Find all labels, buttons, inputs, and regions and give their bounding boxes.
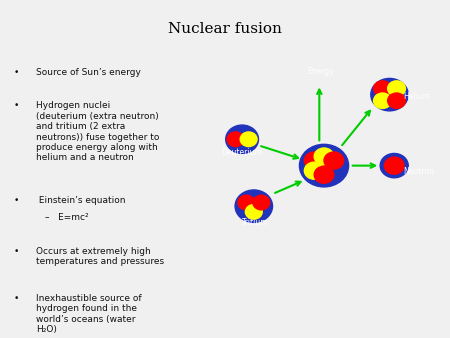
Circle shape bbox=[374, 81, 392, 96]
Circle shape bbox=[324, 152, 344, 169]
Text: •: • bbox=[14, 196, 19, 205]
Text: Hydrogen nuclei
(deuterium (extra neutron)
and tritium (2 extra
neutrons)) fuse : Hydrogen nuclei (deuterium (extra neutro… bbox=[36, 101, 159, 162]
Text: Occurs at extremely high
temperatures and pressures: Occurs at extremely high temperatures an… bbox=[36, 247, 164, 266]
Text: Inexhaustible source of
hydrogen found in the
world’s oceans (water
H₂O): Inexhaustible source of hydrogen found i… bbox=[36, 294, 142, 334]
Text: Nuclear fusion: Nuclear fusion bbox=[168, 22, 282, 36]
Text: Einstein’s equation: Einstein’s equation bbox=[36, 196, 126, 205]
Circle shape bbox=[227, 132, 244, 147]
Text: Energy: Energy bbox=[308, 67, 334, 76]
Circle shape bbox=[380, 153, 408, 178]
Circle shape bbox=[371, 78, 408, 111]
Text: Source of Sun’s energy: Source of Sun’s energy bbox=[36, 68, 141, 77]
Circle shape bbox=[253, 195, 270, 210]
Circle shape bbox=[387, 81, 405, 96]
Text: •: • bbox=[14, 294, 19, 303]
Text: •: • bbox=[14, 68, 19, 77]
Circle shape bbox=[226, 125, 258, 153]
Circle shape bbox=[238, 195, 255, 210]
Circle shape bbox=[384, 157, 404, 174]
Text: •: • bbox=[14, 101, 19, 111]
Circle shape bbox=[304, 152, 324, 169]
Circle shape bbox=[374, 93, 392, 108]
Circle shape bbox=[314, 166, 334, 183]
Circle shape bbox=[299, 144, 349, 187]
Text: Neutron: Neutron bbox=[404, 167, 435, 176]
Circle shape bbox=[304, 162, 324, 179]
Text: Tritium: Tritium bbox=[242, 218, 269, 227]
Text: Deuterium: Deuterium bbox=[221, 148, 262, 158]
Text: Helium: Helium bbox=[404, 92, 431, 101]
Circle shape bbox=[387, 93, 405, 108]
Text: –   E=mc²: – E=mc² bbox=[45, 213, 89, 222]
Circle shape bbox=[245, 204, 262, 219]
Circle shape bbox=[240, 132, 257, 147]
Text: •: • bbox=[14, 247, 19, 256]
Circle shape bbox=[314, 148, 334, 165]
Circle shape bbox=[235, 190, 273, 222]
